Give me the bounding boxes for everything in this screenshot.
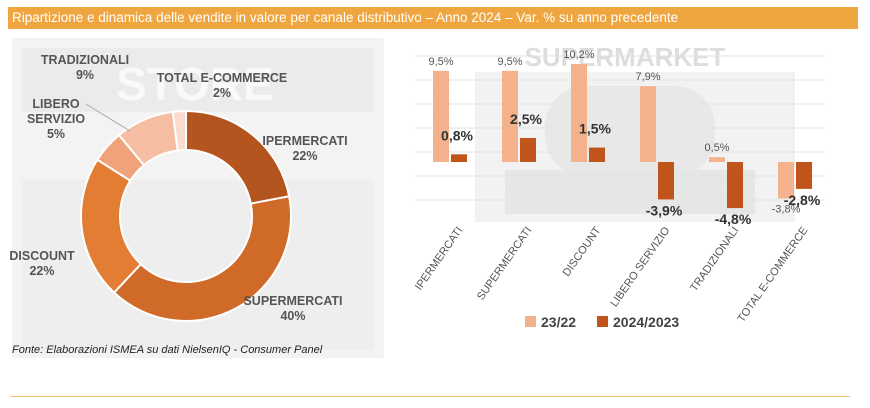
donut-label-libero-servizio: LIBERO SERVIZIO 5% [27,97,85,141]
x-tick-total-e-commerce: TOTAL E-COMMERCE [736,225,811,325]
donut-slice-total-e-commerce [171,109,187,152]
data-label-23-22-supermercati: 9,5% [497,56,522,68]
bar-2024-2023-supermercati [520,138,536,162]
x-tick-libero-servizio: LIBERO SERVIZIO [608,224,672,309]
data-label-2024-2023-total-e-commerce: -2,8% [784,192,821,208]
data-label-2024-2023-discount: 1,5% [579,121,611,137]
legend-swatch-23-22 [525,316,536,327]
bar-23-22-supermercati [502,70,518,162]
bar-2024-2023-libero-servizio [658,162,674,200]
bar-23-22-ipermercati [433,70,449,162]
bar-2024-2023-total-e-commerce [796,162,812,189]
data-label-23-22-tradizionali: 0,5% [704,142,729,154]
bar-23-22-libero-servizio [640,86,656,162]
data-label-23-22-discount: 10,2% [563,49,594,61]
donut-label-ipermercati: IPERMERCATI 22% [262,134,347,163]
bar-2024-2023-tradizionali [727,162,743,209]
data-label-2024-2023-ipermercati: 0,8% [441,127,473,143]
source-note: Fonte: Elaborazioni ISMEA su dati Nielse… [12,344,323,356]
data-label-2024-2023-supermercati: 2,5% [510,111,542,127]
store-watermark-text: STORE [116,58,274,110]
donut-label-total-e-commerce: TOTAL E-COMMERCE 2% [157,71,288,100]
donut-label-discount: DISCOUNT 22% [9,249,75,278]
x-tick-ipermercati: IPERMERCATI [413,225,465,293]
supermarket-watermark: SUPERMARKET [475,42,795,222]
chart-title: Ripartizione e dinamica delle vendite in… [8,7,858,29]
legend-label-23-22: 23/22 [541,314,576,330]
bar-23-22-total-e-commerce [778,162,794,199]
supermarket-watermark-text: SUPERMARKET [525,42,726,72]
donut-label-supermercati: SUPERMERCATI 40% [243,294,342,323]
data-label-23-22-ipermercati: 9,5% [428,56,453,68]
data-label-2024-2023-tradizionali: -4,8% [715,211,752,227]
legend: 23/22 2024/2023 [525,314,679,330]
store-watermark: STORE [12,38,384,358]
bar-23-22-tradizionali [709,157,725,162]
bar-chart: SUPERMARKET 9,5% 0,8% 9,5% 2,5% 10,2% 1,5% 7,9… [413,42,825,330]
bar-2024-2023-ipermercati [451,154,467,162]
x-tick-supermercati: SUPERMERCATI [475,225,534,303]
donut-label-tradizionali: TRADIZIONALI 9% [41,53,129,82]
x-tick-discount: DISCOUNT [561,225,604,279]
grid [415,55,825,201]
x-tick-tradizionali: TRADIZIONALI [688,225,741,294]
legend-label-2024-2023: 2024/2023 [613,314,679,330]
donut-slice-supermercati [112,195,292,322]
data-label-23-22-libero-servizio: 7,9% [635,71,660,83]
donut-chart: STORE IPERMERCATI 22% SUPERMERCATI 40% DISCO… [9,38,384,358]
divider [10,396,850,397]
data-label-2024-2023-libero-servizio: -3,9% [646,202,683,218]
data-label-23-22-total-e-commerce: -3,8% [772,203,801,215]
bar-23-22-discount [571,64,587,162]
legend-swatch-2024-2023 [597,316,608,327]
bar-2024-2023-discount [589,147,605,162]
libero-leader-line [85,103,131,132]
